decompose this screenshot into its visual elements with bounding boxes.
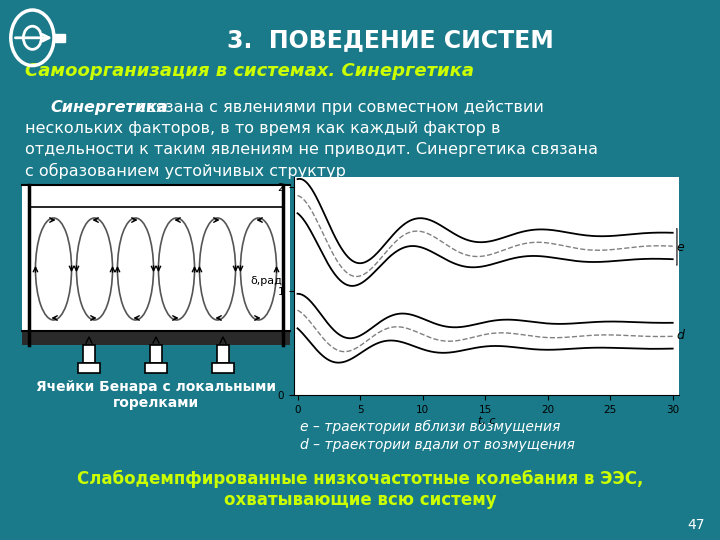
Text: отдельности к таким явлениям не приводит. Синергетика связана: отдельности к таким явлениям не приводит… [25, 142, 598, 157]
Bar [217, 345, 229, 363]
Text: 3.  ПОВЕДЕНИЕ СИСТЕМ: 3. ПОВЕДЕНИЕ СИСТЕМ [227, 28, 554, 52]
Text: e: e [677, 241, 684, 254]
Text: e – траектории вблизи возмущения: e – траектории вблизи возмущения [300, 420, 560, 434]
Text: Синергетика: Синергетика [50, 100, 168, 115]
Bar [83, 345, 95, 363]
Bar [55, 33, 65, 42]
Text: с образованием устойчивых структур: с образованием устойчивых структур [25, 163, 346, 179]
Text: охватывающие всю систему: охватывающие всю систему [224, 491, 496, 509]
Bar [22, 331, 290, 345]
Y-axis label: δ,рад: δ,рад [251, 276, 283, 286]
X-axis label: t, c: t, c [477, 416, 495, 427]
Text: 47: 47 [688, 518, 705, 532]
Bar [150, 345, 162, 363]
Text: связана с явлениями при совместном действии: связана с явлениями при совместном дейст… [132, 100, 544, 115]
Bar [145, 363, 167, 373]
Text: нескольких факторов, в то время как каждый фактор в: нескольких факторов, в то время как кажд… [25, 121, 500, 136]
Bar [212, 363, 234, 373]
Text: Ячейки Бенара с локальными
горелками: Ячейки Бенара с локальными горелками [36, 380, 276, 410]
Text: Слабодемпфированные низкочастотные колебания в ЭЭС,: Слабодемпфированные низкочастотные колеб… [77, 470, 643, 488]
Bar [22, 185, 290, 345]
Text: d – траектории вдали от возмущения: d – траектории вдали от возмущения [300, 438, 575, 452]
Text: Самоорганизация в системах. Синергетика: Самоорганизация в системах. Синергетика [25, 62, 474, 80]
Bar [78, 363, 100, 373]
Text: d: d [677, 329, 684, 342]
